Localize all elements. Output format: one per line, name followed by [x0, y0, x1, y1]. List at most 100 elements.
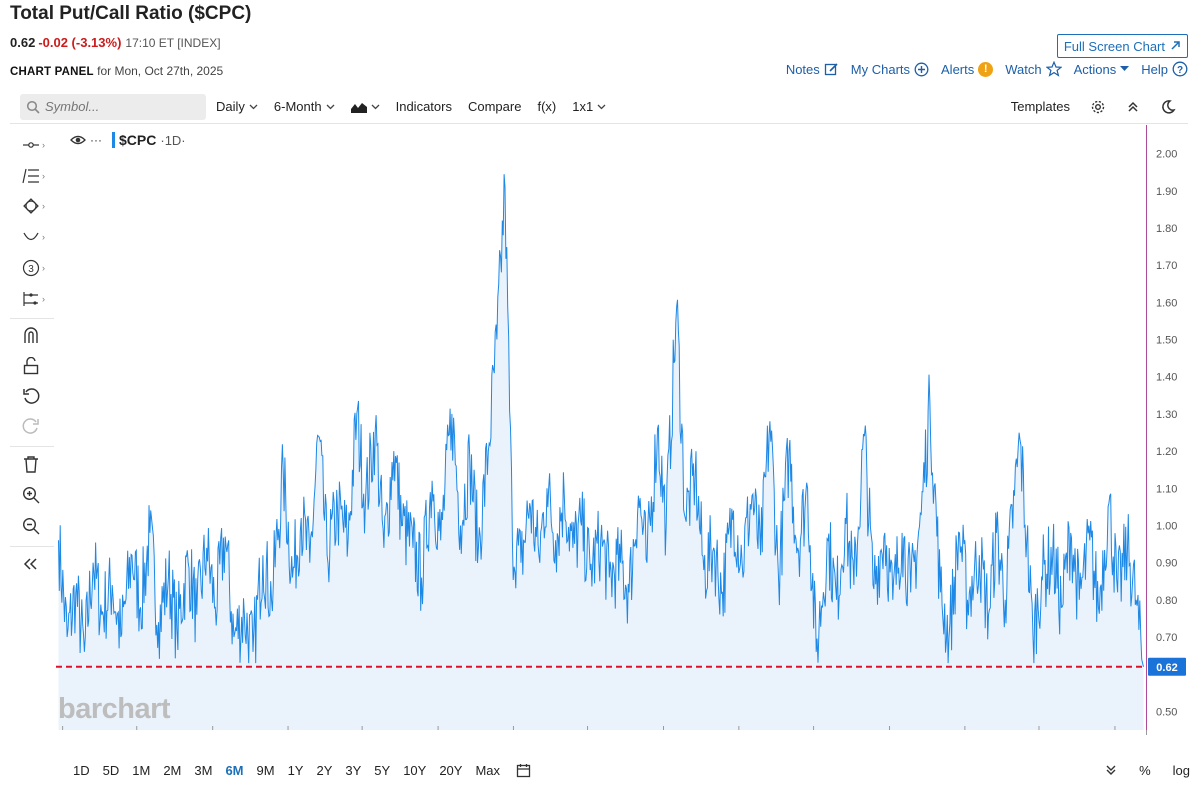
- price-change: -0.02 (-3.13%): [38, 35, 122, 50]
- percent-scale-toggle[interactable]: %: [1139, 762, 1151, 778]
- series-area-fill: [58, 174, 1144, 730]
- external-arrow-icon: [1170, 39, 1181, 54]
- measure-tool[interactable]: ›: [22, 287, 54, 311]
- period-dropdown[interactable]: 6-Month: [274, 99, 335, 114]
- collapse-up-icon[interactable]: [1126, 100, 1140, 114]
- range-button[interactable]: 2Y: [316, 762, 333, 778]
- delete-tool[interactable]: [22, 452, 54, 476]
- help-circle-icon: ?: [1172, 61, 1188, 77]
- symbol-search[interactable]: [20, 93, 206, 120]
- actions-label: Actions: [1073, 61, 1117, 77]
- range-button[interactable]: 3Y: [345, 762, 362, 778]
- notes-label: Notes: [785, 61, 820, 77]
- layout-label: 1x1: [572, 99, 594, 114]
- chart-panel-label: CHART PANEL for Mon, Oct 27th, 2025: [10, 64, 223, 78]
- y-tick-label: 0.70: [1156, 632, 1177, 644]
- zoom-out-tool[interactable]: [22, 514, 54, 538]
- zoom-out-icon: [22, 517, 40, 535]
- range-buttons: 1D 5D 1M 2M 3M 6M 9M 1Y 2Y 3Y 5Y 10Y 20Y Max: [60, 763, 500, 778]
- y-tick-label: 1.10: [1156, 483, 1177, 495]
- range-button[interactable]: Max: [475, 762, 501, 778]
- range-bar: 1D 5D 1M 2M 3M 6M 9M 1Y 2Y 3Y 5Y 10Y 20Y Max % log: [60, 757, 1190, 783]
- calendar-icon[interactable]: [516, 763, 531, 778]
- templates-button[interactable]: Templates: [1010, 99, 1070, 114]
- chevron-down-icon: [371, 104, 380, 109]
- range-button[interactable]: 1Y: [287, 762, 304, 778]
- svg-text:3: 3: [28, 264, 34, 275]
- y-tick-label: 1.30: [1156, 409, 1177, 421]
- range-button[interactable]: 3M: [194, 762, 213, 778]
- range-button[interactable]: 2M: [163, 762, 182, 778]
- price-chart[interactable]: 0.50 0.70 0.80 0.90 1.00 1.10 1.20 1.30 1.40 1.50…: [52, 125, 1200, 750]
- y-tick-label: 1.70: [1156, 260, 1177, 272]
- help-link[interactable]: Help ?: [1141, 61, 1188, 77]
- log-scale-toggle[interactable]: log: [1172, 762, 1190, 778]
- chart-area[interactable]: 0.50 0.70 0.80 0.90 1.00 1.10 1.20 1.30 1.40 1.50…: [52, 125, 1200, 750]
- y-tick-label: 0.80: [1156, 595, 1177, 607]
- gear-icon[interactable]: [1090, 99, 1106, 115]
- compare-button[interactable]: Compare: [467, 99, 522, 114]
- range-button[interactable]: 9M: [256, 762, 275, 778]
- actions-menu[interactable]: Actions: [1074, 62, 1130, 77]
- fib-tool[interactable]: ›: [22, 164, 54, 188]
- lock-tool[interactable]: [22, 354, 54, 378]
- plus-circle-icon: [914, 62, 929, 76]
- collapse-sidebar-button[interactable]: [22, 552, 54, 576]
- dark-mode-moon-icon[interactable]: [1160, 99, 1176, 115]
- magnet-icon: [24, 327, 38, 343]
- range-button[interactable]: 20Y: [439, 762, 463, 778]
- series-legend: ··· $CPC ·1D·: [70, 132, 186, 148]
- chart-toolbar: Daily 6-Month Indicators Compare f(x) 1x…: [10, 90, 1188, 124]
- watch-link[interactable]: Watch: [1005, 61, 1062, 77]
- double-chevron-down-icon[interactable]: [1105, 764, 1117, 776]
- magnet-tool[interactable]: [22, 323, 54, 347]
- chevron-down-icon: [326, 104, 335, 109]
- function-button[interactable]: f(x): [537, 99, 557, 114]
- range-button[interactable]: 5Y: [374, 762, 391, 778]
- line-tool[interactable]: ›: [22, 133, 54, 157]
- chart-type-dropdown[interactable]: [350, 101, 380, 113]
- symbol-input[interactable]: [45, 99, 195, 114]
- series-line: [58, 174, 1144, 667]
- range-button[interactable]: 1M: [132, 762, 151, 778]
- series-color-swatch: [112, 132, 115, 148]
- shape-tool[interactable]: ›: [22, 194, 54, 218]
- notes-link[interactable]: Notes: [786, 62, 839, 77]
- range-button[interactable]: 10Y: [403, 762, 427, 778]
- undo-tool[interactable]: [22, 384, 54, 408]
- full-screen-chart-button[interactable]: Full Screen Chart: [1056, 34, 1188, 58]
- chevron-down-icon: [249, 104, 258, 109]
- y-tick-label: 1.20: [1156, 446, 1177, 458]
- bottom-right-controls: % log: [1105, 763, 1190, 778]
- last-price-tag-label: 0.62: [1156, 662, 1177, 674]
- eye-icon[interactable]: [70, 134, 86, 146]
- interval-dropdown[interactable]: Daily: [216, 99, 258, 114]
- line-tool-icon: [23, 142, 39, 148]
- counter-tool[interactable]: 3 ›: [22, 256, 54, 280]
- caret-down-icon: [1120, 66, 1130, 71]
- my-charts-label: My Charts: [850, 61, 911, 77]
- legend-symbol: $CPC: [119, 132, 157, 148]
- range-button[interactable]: 5D: [102, 762, 120, 778]
- y-tick-label: 2.00: [1156, 149, 1177, 161]
- indicators-button[interactable]: Indicators: [395, 99, 452, 114]
- redo-tool[interactable]: [22, 414, 54, 438]
- range-button[interactable]: 1D: [73, 762, 90, 778]
- more-dots-icon[interactable]: ···: [90, 133, 102, 147]
- curve-tool[interactable]: ›: [22, 225, 54, 249]
- interval-label: Daily: [216, 99, 245, 114]
- my-charts-link[interactable]: My Charts: [851, 62, 929, 77]
- alerts-link[interactable]: Alerts !: [941, 61, 994, 77]
- range-button[interactable]: 6M: [225, 762, 244, 778]
- barchart-watermark-logo: barchart: [58, 693, 171, 725]
- alert-exclamation-icon: !: [978, 61, 994, 77]
- page-title: Total Put/Call Ratio ($CPC): [10, 3, 252, 24]
- unlock-icon: [23, 357, 39, 375]
- watch-label: Watch: [1005, 61, 1042, 77]
- shape-icon: [23, 198, 39, 214]
- zoom-in-tool[interactable]: [22, 483, 54, 507]
- edit-icon: [824, 62, 838, 75]
- star-icon: [1045, 61, 1062, 77]
- layout-dropdown[interactable]: 1x1: [572, 99, 606, 114]
- svg-text:?: ?: [1177, 65, 1183, 76]
